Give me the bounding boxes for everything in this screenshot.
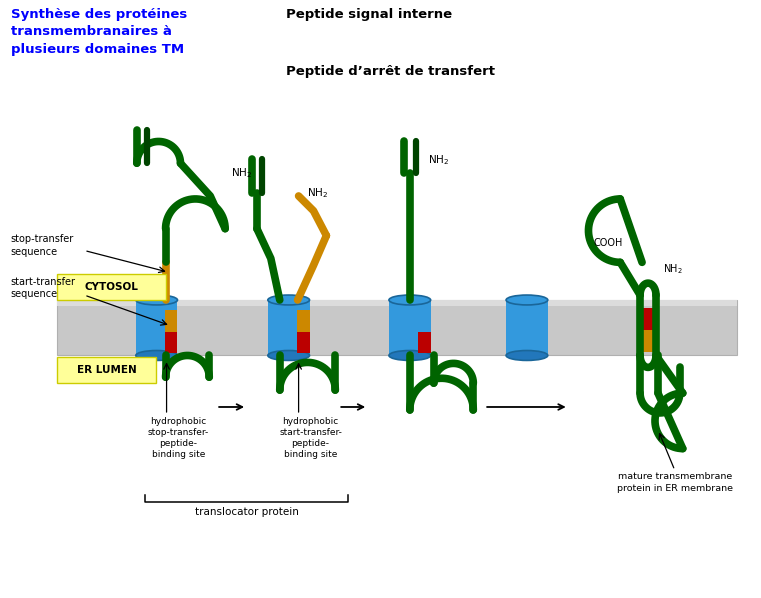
Text: Peptide signal interne: Peptide signal interne [285,8,452,21]
Text: NH$_2$: NH$_2$ [231,166,252,180]
Text: NH$_2$: NH$_2$ [663,263,683,276]
Text: stop-transfer
sequence: stop-transfer sequence [11,234,74,257]
Text: Synthèse des protéines
transmembranaires à
plusieurs domaines TM: Synthèse des protéines transmembranaires… [11,8,187,56]
Text: translocator protein: translocator protein [195,507,298,517]
Bar [506,300,548,355]
Bar [389,300,431,355]
Bar [164,310,177,332]
Ellipse shape [389,295,431,305]
Ellipse shape [268,350,310,361]
Text: CYTOSOL: CYTOSOL [84,282,139,292]
Ellipse shape [135,295,177,305]
Ellipse shape [135,350,177,361]
Bar [135,300,177,355]
Text: Peptide d’arrêt de transfert: Peptide d’arrêt de transfert [285,65,495,78]
Bar [418,332,431,353]
FancyBboxPatch shape [57,358,156,383]
Ellipse shape [506,295,548,305]
Bar [640,308,656,329]
Bar [297,332,310,353]
Text: NH$_2$: NH$_2$ [307,186,328,200]
Ellipse shape [389,350,431,361]
Text: COOH: COOH [594,237,622,248]
Bar [164,332,177,353]
Bar [57,300,737,306]
Bar [268,300,310,355]
FancyBboxPatch shape [57,274,166,300]
Text: ER LUMEN: ER LUMEN [77,365,136,376]
Text: hydrophobic
start-transfer-
peptide-
binding site: hydrophobic start-transfer- peptide- bin… [279,417,342,459]
Ellipse shape [268,295,310,305]
Text: NH$_2$: NH$_2$ [428,153,449,167]
Text: mature transmembrane
protein in ER membrane: mature transmembrane protein in ER membr… [617,472,733,493]
Bar [57,300,737,355]
Bar [640,329,656,352]
Ellipse shape [506,350,548,361]
Text: start-transfer
sequence: start-transfer sequence [11,277,75,300]
Bar [297,310,310,332]
Text: hydrophobic
stop-transfer-
peptide-
binding site: hydrophobic stop-transfer- peptide- bind… [148,417,209,459]
